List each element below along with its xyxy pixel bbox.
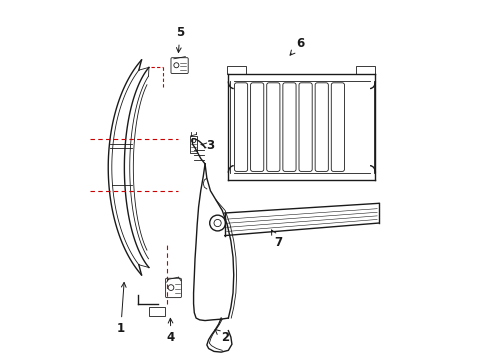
Text: 7: 7 [271, 230, 282, 249]
Bar [355, 66, 375, 74]
Text: 1: 1 [117, 283, 126, 335]
Text: 4: 4 [166, 318, 175, 344]
Text: 2: 2 [215, 329, 228, 344]
Bar [149, 307, 165, 316]
Text: 6: 6 [289, 37, 304, 55]
Bar [226, 66, 246, 74]
Bar [190, 136, 197, 153]
Text: 3: 3 [201, 139, 214, 152]
Text: 5: 5 [176, 27, 183, 53]
